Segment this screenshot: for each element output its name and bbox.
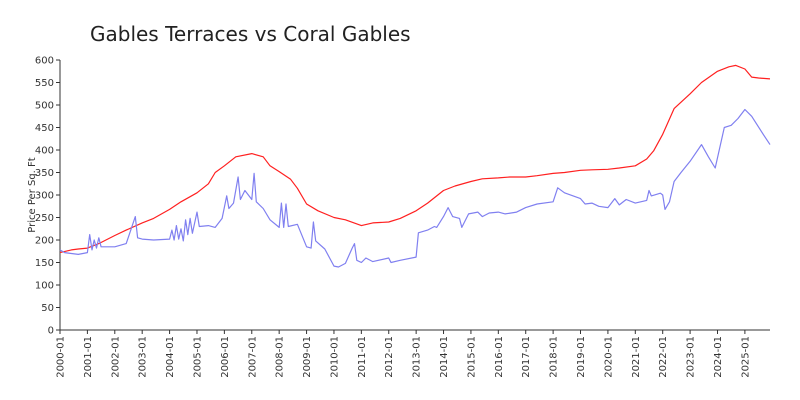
x-tick-label: 2013-01 — [412, 336, 423, 378]
y-tick-label: 600 — [35, 56, 54, 67]
x-tick-label: 2017-01 — [521, 336, 532, 378]
x-tick-label: 2022-01 — [658, 336, 669, 378]
x-tick-label: 2015-01 — [466, 336, 477, 378]
series-line-1 — [59, 64, 771, 254]
x-ticks: 2000-01 2001-01 2002-01 2003-01 2004-01 2005-… — [56, 330, 751, 378]
x-tick-label: 2003-01 — [138, 336, 149, 378]
y-tick-label: 350 — [35, 168, 54, 179]
x-tick-label: 2006-01 — [220, 336, 231, 378]
x-tick-label: 2021-01 — [631, 336, 642, 378]
y-axis-label: Price Per Sq. Ft — [27, 157, 38, 232]
x-tick-label: 2025-01 — [740, 336, 751, 378]
x-tick-label: 2020-01 — [603, 336, 614, 378]
y-tick-label: 400 — [35, 146, 54, 157]
x-tick-label: 2002-01 — [110, 336, 121, 378]
x-tick-label: 2008-01 — [275, 336, 286, 378]
y-tick-label: 100 — [35, 281, 54, 292]
x-tick-label: 2023-01 — [686, 336, 697, 378]
y-tick-label: 0 — [48, 326, 54, 337]
x-tick-label: 2024-01 — [713, 336, 724, 378]
x-tick-label: 2019-01 — [576, 336, 587, 378]
chart-title: Gables Terraces vs Coral Gables — [90, 22, 411, 46]
y-tick-label: 250 — [35, 213, 54, 224]
series-line-2 — [59, 108, 771, 268]
y-ticks: 0 50 100 150 200 250 300 350 400 450 500 550 600 — [35, 56, 60, 337]
y-tick-label: 500 — [35, 101, 54, 112]
x-tick-label: 2010-01 — [329, 336, 340, 378]
x-tick-label: 2004-01 — [165, 336, 176, 378]
y-tick-label: 300 — [35, 191, 54, 202]
y-tick-label: 450 — [35, 123, 54, 134]
x-tick-label: 2009-01 — [302, 336, 313, 378]
x-tick-label: 2001-01 — [83, 336, 94, 378]
x-tick-label: 2000-01 — [56, 336, 67, 378]
y-tick-label: 50 — [41, 303, 54, 314]
x-tick-label: 2016-01 — [494, 336, 505, 378]
x-tick-label: 2007-01 — [247, 336, 258, 378]
x-tick-label: 2005-01 — [192, 336, 203, 378]
x-tick-label: 2012-01 — [384, 336, 395, 378]
x-tick-label: 2018-01 — [549, 336, 560, 378]
y-tick-label: 150 — [35, 258, 54, 269]
y-tick-label: 200 — [35, 236, 54, 247]
y-tick-label: 550 — [35, 78, 54, 89]
series-lines — [59, 64, 771, 268]
x-tick-label: 2011-01 — [357, 336, 368, 378]
x-tick-label: 2014-01 — [439, 336, 450, 378]
